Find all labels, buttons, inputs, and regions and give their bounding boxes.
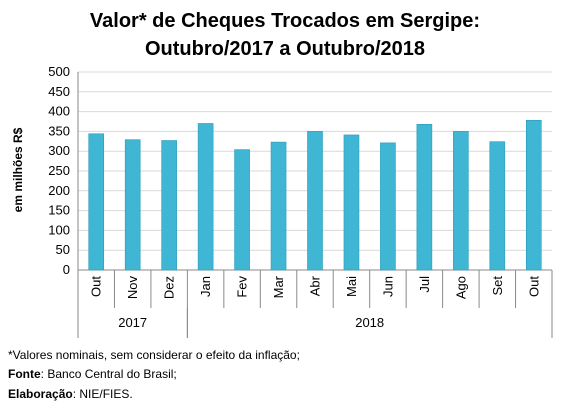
x-tick-label: Dez (162, 276, 177, 299)
y-tick-label: 450 (48, 84, 70, 99)
x-tick-label: Nov (125, 276, 140, 300)
group-label: 2018 (355, 315, 384, 330)
bar-0 (88, 133, 105, 271)
y-tick-label: 500 (48, 64, 70, 79)
group-label: 2017 (118, 315, 147, 330)
y-tick-label: 100 (48, 222, 70, 237)
source-label: Fonte (8, 367, 41, 381)
footnote-elaboration: Elaboração: NIE/FIES. (8, 386, 133, 402)
bars (88, 120, 542, 271)
x-tick-label: Out (526, 276, 541, 297)
x-tick-label: Mar (271, 275, 286, 298)
bar-2 (161, 140, 177, 271)
y-tick-label: 150 (48, 203, 70, 218)
x-tick-label: Ago (453, 276, 468, 299)
footnote-source: Fonte: Banco Central do Brasil; (8, 366, 177, 382)
x-tick-label: Jun (380, 276, 395, 297)
y-tick-label: 400 (48, 104, 70, 119)
x-tick-label: Fev (235, 276, 250, 298)
x-tick-label: Jan (198, 276, 213, 297)
bar-1 (124, 139, 141, 271)
footnote-values: *Valores nominais, sem considerar o efei… (8, 348, 300, 362)
y-tick-label: 250 (48, 163, 70, 178)
bar-chart: 0 50 100 150 200 250 300 350 400 450 500 Out Nov Dez… (11, 64, 553, 338)
chart-title-line2: Outubro/2017 a Outubro/2018 (144, 38, 426, 60)
chart-title-line1: Valor* de Cheques Trocados em Sergipe: (89, 10, 481, 32)
bar-3 (197, 123, 214, 271)
bar-11 (489, 141, 506, 271)
elaboration-text: : NIE/FIES. (72, 387, 133, 401)
bar-5 (270, 141, 287, 271)
y-tick-label: 350 (48, 123, 70, 138)
bar-10 (453, 131, 469, 271)
bar-6 (307, 131, 323, 271)
x-tick-label: Out (89, 276, 104, 297)
x-tick-label: Mai (344, 276, 359, 297)
y-tick-label: 0 (63, 262, 70, 277)
source-text: : Banco Central do Brasil; (40, 367, 177, 381)
y-tick-label: 200 (48, 183, 70, 198)
bar-8 (380, 142, 396, 271)
bar-7 (343, 134, 360, 271)
x-tick-label: Jul (417, 276, 432, 293)
year-groups: 2017 2018 (77, 308, 553, 338)
y-axis-label: em milhões R$ (11, 127, 25, 212)
bar-12 (525, 120, 542, 271)
bar-4 (234, 149, 250, 271)
x-axis-categories: Out Nov Dez Jan Fev Mar Abr Mai Jun Jul Ago Set Out (77, 270, 553, 308)
y-tick-label: 300 (48, 143, 70, 158)
x-tick-label: Set (490, 276, 505, 296)
y-tick-label: 50 (56, 242, 70, 257)
x-tick-label: Abr (308, 275, 323, 296)
y-axis-ticks: 0 50 100 150 200 250 300 350 400 450 500 (48, 64, 70, 277)
bar-9 (416, 123, 433, 271)
elaboration-label: Elaboração (8, 387, 73, 401)
